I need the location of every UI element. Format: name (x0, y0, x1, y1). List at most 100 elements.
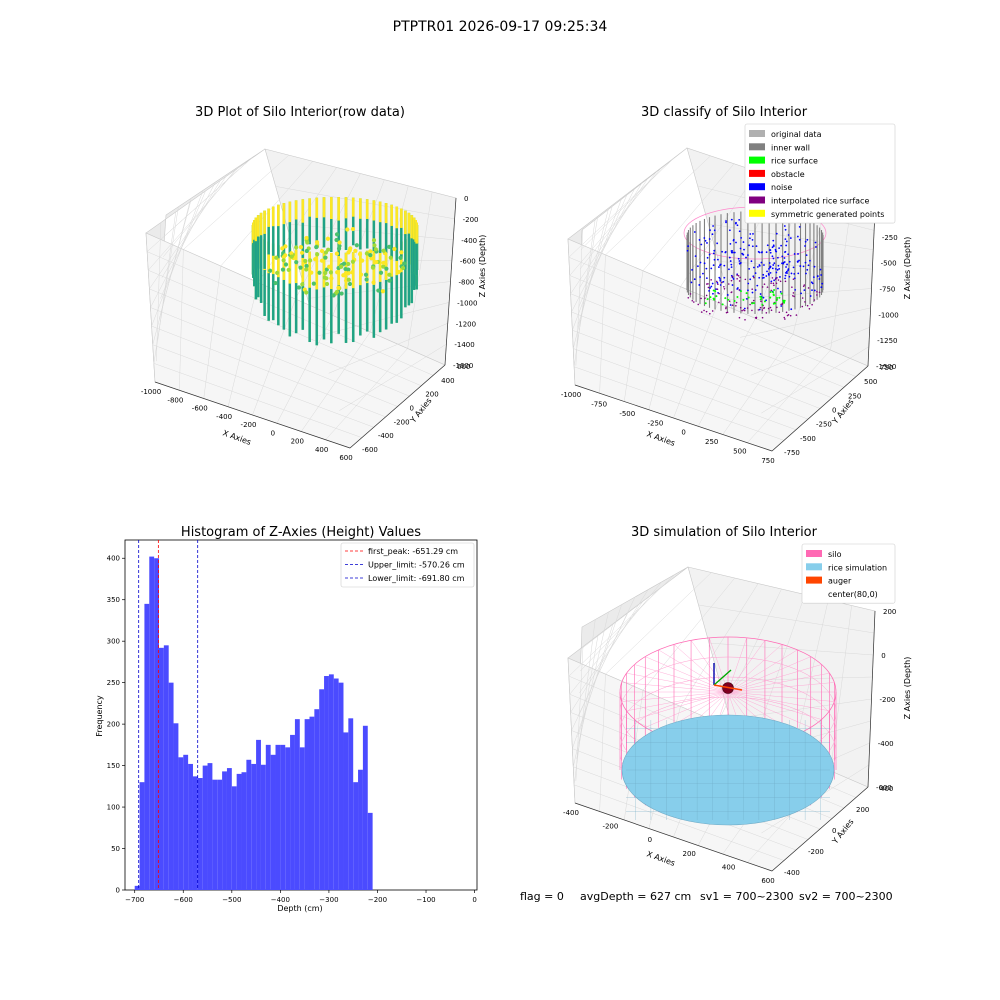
noise-point (805, 254, 808, 256)
noise-point (732, 278, 735, 280)
data-point (381, 260, 386, 265)
interpolated-point (723, 286, 725, 288)
interpolated-point (803, 284, 806, 286)
y-axis-line (771, 786, 869, 872)
interpolated-point (700, 297, 702, 300)
x-tick-label: 200 (683, 850, 696, 858)
rice-surface-point (759, 295, 762, 298)
x-tick-label: 250 (705, 438, 718, 446)
noise-point (729, 304, 732, 306)
data-point (283, 253, 288, 258)
noise-point (705, 277, 708, 279)
data-point (308, 258, 313, 263)
noise-point (740, 236, 743, 239)
grid-line (740, 307, 871, 338)
histogram-bar (178, 757, 184, 890)
rice-surface-point (763, 300, 766, 303)
noise-point (736, 288, 739, 290)
interpolated-point (766, 286, 769, 288)
noise-point (708, 238, 711, 240)
x-tick-label: −100 (416, 896, 435, 904)
noise-point (785, 240, 788, 243)
data-point (378, 270, 384, 275)
interpolated-point (793, 295, 795, 298)
grid-line (830, 605, 852, 771)
noise-point (797, 253, 799, 255)
y-tick-label: 0 (832, 407, 836, 415)
interpolated-point (710, 279, 712, 281)
noise-point (813, 276, 815, 278)
interpolated-point (707, 286, 710, 289)
histogram-bar (348, 718, 354, 890)
interpolated-point (738, 316, 741, 319)
x-axis-line (574, 384, 773, 452)
noise-point (723, 264, 726, 267)
noise-point (793, 272, 796, 275)
data-point (337, 243, 342, 249)
silo-roof-line (727, 649, 798, 693)
noise-point (766, 244, 769, 247)
data-point (334, 251, 339, 256)
noise-point (814, 241, 817, 244)
x-tick-label: 0 (472, 896, 476, 904)
interpolated-point (718, 292, 720, 295)
grid-line (569, 581, 662, 695)
noise-point (762, 296, 765, 299)
noise-point (772, 257, 775, 260)
noise-point (719, 264, 721, 267)
noise-point (738, 260, 741, 262)
interpolated-point (723, 287, 726, 290)
histogram-bar (192, 776, 198, 890)
data-point (374, 259, 379, 265)
noise-point (755, 245, 758, 248)
noise-point (813, 289, 816, 292)
noise-point (752, 275, 755, 278)
noise-point (785, 270, 788, 273)
z-tick-label: -1000 (878, 311, 898, 319)
noise-point (814, 246, 817, 248)
data-point (274, 255, 279, 260)
interpolated-point (778, 311, 781, 314)
y-tick-label: 150 (107, 762, 120, 770)
noise-point (693, 231, 696, 233)
histogram-bar (285, 747, 291, 890)
noise-point (705, 267, 708, 270)
interpolated-point (785, 311, 788, 314)
noise-point (736, 224, 739, 227)
interpolated-point (721, 281, 723, 284)
z-axis-line (867, 210, 876, 367)
interpolated-point (705, 283, 708, 285)
histogram-bar (134, 885, 140, 890)
rice-surface-point (775, 299, 778, 302)
noise-point (776, 268, 779, 271)
histogram-bar (275, 744, 281, 890)
histogram-bar (338, 682, 344, 890)
data-point (381, 248, 386, 253)
histogram-bar (226, 768, 232, 890)
noise-point (771, 246, 774, 249)
noise-point (728, 229, 731, 232)
y-tick-label: 500 (864, 378, 877, 386)
data-point (281, 258, 286, 263)
x-tick-label: 0 (648, 836, 652, 844)
noise-point (734, 222, 737, 225)
legend-box (744, 123, 896, 224)
noise-point (792, 266, 795, 269)
interpolated-point (718, 301, 720, 304)
noise-point (779, 276, 781, 278)
data-point (268, 268, 273, 273)
interpolated-point (725, 311, 728, 314)
noise-point (768, 262, 771, 264)
interpolated-point (772, 282, 775, 285)
data-point (313, 257, 318, 262)
noise-point (788, 275, 791, 278)
noise-point (713, 258, 716, 261)
noise-point (728, 268, 730, 271)
interpolated-point (738, 280, 741, 282)
data-point (325, 236, 331, 241)
data-point (322, 275, 327, 280)
silo-roof-line (727, 691, 822, 720)
data-point (368, 249, 373, 254)
interpolated-point (806, 304, 809, 307)
interpolated-point (765, 312, 768, 314)
